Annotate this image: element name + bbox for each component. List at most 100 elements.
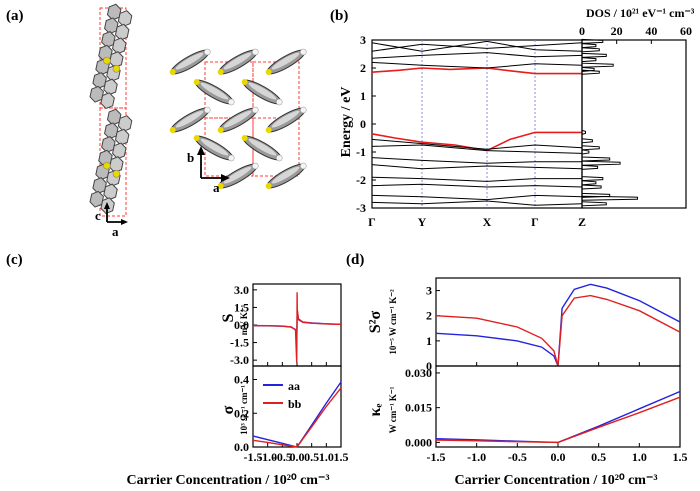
panel-label-b: (b)	[330, 8, 348, 24]
axis-c-label: c	[95, 208, 101, 223]
molecule-highlight	[223, 110, 252, 128]
sulfur-atom	[193, 79, 200, 85]
ring	[100, 92, 115, 110]
sulfur-atom	[265, 69, 272, 75]
ytick-label: 1.5	[234, 300, 249, 314]
xtick-label: 0.0	[551, 450, 566, 464]
molecule-highlight	[248, 138, 277, 156]
xtick-label: -1.0	[258, 450, 277, 464]
molecule	[89, 3, 133, 110]
molecule-top	[169, 106, 211, 133]
xtick-label: -1.5	[244, 450, 263, 464]
ytick-label: 0.030	[405, 366, 432, 380]
xtick-label: 1.0	[632, 450, 647, 464]
xtick-label: 0.5	[304, 450, 319, 464]
band	[371, 42, 583, 52]
axis-b-label: b	[187, 150, 194, 165]
molecule-top	[241, 135, 283, 162]
sulfur-atom	[241, 79, 248, 85]
legend-label-aa: aa	[288, 379, 300, 393]
dos-tick-label: 60	[680, 24, 692, 38]
molecule-top	[193, 135, 235, 162]
sulfur-atom	[193, 135, 200, 141]
sulfur-atom	[265, 183, 272, 189]
dos-tick-label: 20	[611, 24, 623, 38]
kpoint-label: Γ	[368, 215, 376, 229]
sulfur-atom	[112, 170, 121, 178]
ytick-label: 0.0	[234, 440, 249, 454]
panel-d-plots: 0 1 2 3 0.000 0.015 0.030 -1.5 -1.0 -0.5 0.0 0.5 1.0…	[405, 277, 688, 464]
xtick-label: 1.0	[319, 450, 334, 464]
sulfur-atom	[103, 56, 111, 65]
sulfur-atom	[169, 69, 176, 75]
ytick-label: 0	[426, 359, 432, 373]
c_top-series-bb	[252, 292, 342, 363]
band	[371, 183, 583, 188]
dos-frame	[581, 39, 687, 209]
band	[371, 138, 583, 150]
kpoint-label: Y	[418, 215, 427, 229]
dos-curve	[581, 38, 638, 208]
kpoint-label: X	[483, 215, 492, 229]
top-view-axes: b a	[187, 146, 230, 195]
molecule-highlight	[175, 52, 204, 70]
d_bottom-series-aa	[435, 390, 681, 444]
c-bottom-ylabel: σ	[220, 405, 237, 414]
band	[371, 144, 583, 154]
ytick-label: -1	[356, 145, 366, 159]
hydrogen-atom	[204, 48, 211, 56]
c-xlabel: Carrier Concentration / 10²⁰ cm⁻³	[126, 473, 329, 488]
hydrogen-atom	[204, 106, 211, 114]
molecule-highlight	[200, 138, 229, 156]
sulfur-atom	[103, 161, 111, 170]
hydrogen-atom	[300, 162, 307, 170]
d_bottom-series-bb	[435, 396, 681, 444]
d_top-series-bb	[435, 294, 681, 367]
ytick-label: 0.2	[234, 406, 249, 420]
band-ylabel: Energy / eV	[339, 87, 354, 158]
xtick-label: 1.5	[673, 450, 688, 464]
sulfur-atom	[217, 69, 224, 75]
sulfur-atom	[217, 127, 224, 133]
molecule-top	[169, 48, 211, 75]
molecule	[89, 108, 133, 215]
d-top-ylabel-unit: 10⁻⁵ W cm⁻¹ K⁻²	[388, 289, 398, 355]
legend-label-bb: bb	[288, 397, 302, 411]
xtick-label: 0.5	[591, 450, 606, 464]
kpoint-label: Γ	[531, 215, 539, 229]
unit-cell-box	[99, 107, 127, 217]
xtick-label: -0.5	[508, 450, 527, 464]
xtick-label: 1.5	[334, 450, 349, 464]
hydrogen-atom	[228, 98, 235, 106]
band	[371, 40, 583, 52]
d-top-ylabel: S²σ	[367, 311, 384, 334]
ytick-label: 2	[360, 61, 366, 75]
band	[371, 61, 583, 69]
xtick-label: 0.0	[290, 450, 305, 464]
hydrogen-atom	[300, 106, 307, 114]
ring	[117, 115, 133, 132]
ytick-label: 0.4	[234, 373, 249, 387]
ytick-label: 3	[360, 33, 366, 47]
ytick-label: 3.0	[234, 283, 249, 297]
ytick-label: 1	[360, 89, 366, 103]
d_top-frame	[435, 277, 681, 367]
dos-tick-label: 0	[579, 24, 585, 38]
sulfur-atom	[241, 135, 248, 141]
hydrogen-atom	[276, 154, 283, 162]
side-view-axes: c a	[95, 202, 128, 239]
ring	[114, 128, 130, 146]
band-frame	[371, 39, 583, 209]
hydrogen-atom	[276, 98, 283, 106]
axis-a-label-top: a	[213, 180, 220, 195]
crystal-structure	[89, 3, 307, 217]
panel-label-c: (c)	[6, 252, 23, 268]
ring	[112, 142, 127, 160]
ytick-label: 0.000	[405, 435, 432, 449]
band	[371, 194, 583, 201]
hydrogen-atom	[300, 48, 307, 56]
sulfur-atom	[265, 127, 272, 133]
ytick-label: 0.0	[234, 318, 249, 332]
band	[371, 67, 582, 75]
molecule-top	[217, 48, 259, 75]
